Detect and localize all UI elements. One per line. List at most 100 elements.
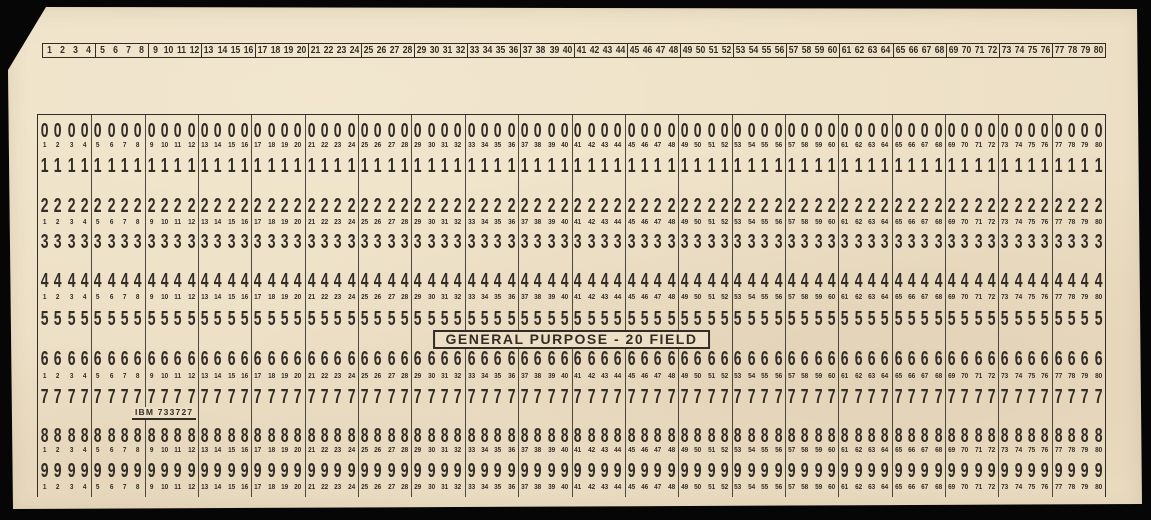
column-number: 16: [243, 44, 253, 56]
column-header-group: 49 50 51 52: [681, 44, 735, 57]
field-group: 13 14 15 16: [201, 294, 249, 301]
field-group: 37 38 39 40: [521, 447, 569, 454]
field-group: 37 38 39 40: [521, 219, 569, 226]
column-numbers-row: 1 2 3 4 5 6 7 8 9 10 11 12 13 14 15 16 17 18 19 20 21 22 23 24 2…: [38, 293, 1105, 303]
column-number: 28: [402, 44, 413, 56]
column-number: 23: [336, 44, 347, 56]
column-number: 49: [682, 44, 693, 56]
column-number: 10: [164, 44, 174, 56]
field-group: 53 54 55 56: [734, 142, 782, 149]
field-group: 57 58 59 60: [787, 447, 836, 454]
field-group: 57 58 59 60: [787, 484, 836, 491]
column-number: 12: [190, 44, 200, 56]
column-number: 46: [642, 44, 653, 56]
column-number: 75: [1027, 44, 1038, 56]
field-group: 37 38 39 40: [521, 294, 569, 301]
column-number: 67: [921, 44, 931, 56]
field-group: 21 22 23 24: [307, 294, 356, 301]
field-group: 21 22 23 24: [307, 219, 356, 226]
field-group: 77 78 79 80: [1054, 294, 1102, 301]
field-group: 41 42 43 44: [574, 447, 622, 454]
field-group: 41 42 43 44: [574, 373, 622, 380]
field-group: 17 18 19 20: [254, 447, 302, 454]
field-group: 65 66 67 68: [894, 373, 942, 380]
field-group: 33 34 35 36: [467, 447, 516, 454]
field-group: 45 46 47 48: [627, 484, 676, 491]
field-group: 77 78 79 80: [1054, 484, 1102, 491]
card-type-text: GENERAL PURPOSE - 20 FIELD: [445, 331, 698, 347]
column-header-group: 45 46 47 48: [628, 44, 681, 57]
field-group: 65 66 67 68: [894, 484, 942, 491]
field-group: 37 38 39 40: [521, 142, 569, 149]
column-number: 45: [629, 44, 640, 56]
column-number: 11: [177, 44, 187, 56]
column-header-group: 61 62 63 64: [840, 44, 894, 57]
field-group: 57 58 59 60: [787, 294, 836, 301]
field-group: 61 62 63 64: [841, 294, 889, 301]
column-header-group: 17 18 19 20: [256, 44, 309, 57]
field-group: 17 18 19 20: [254, 484, 302, 491]
field-group: 37 38 39 40: [521, 373, 569, 380]
field-group: 25 26 27 28: [361, 219, 409, 226]
column-number: 9: [153, 44, 159, 56]
field-group: 33 34 35 36: [467, 484, 516, 491]
field-divider: [358, 115, 360, 497]
field-divider: [571, 115, 573, 497]
column-number: 60: [828, 44, 838, 56]
column-number: 18: [270, 44, 280, 56]
field-group: 9 10 11 12: [149, 447, 195, 454]
column-number: 80: [1093, 44, 1104, 56]
field-group: 77 78 79 80: [1054, 142, 1102, 149]
column-number: 17: [257, 44, 267, 56]
field-group: 53 54 55 56: [734, 484, 782, 491]
